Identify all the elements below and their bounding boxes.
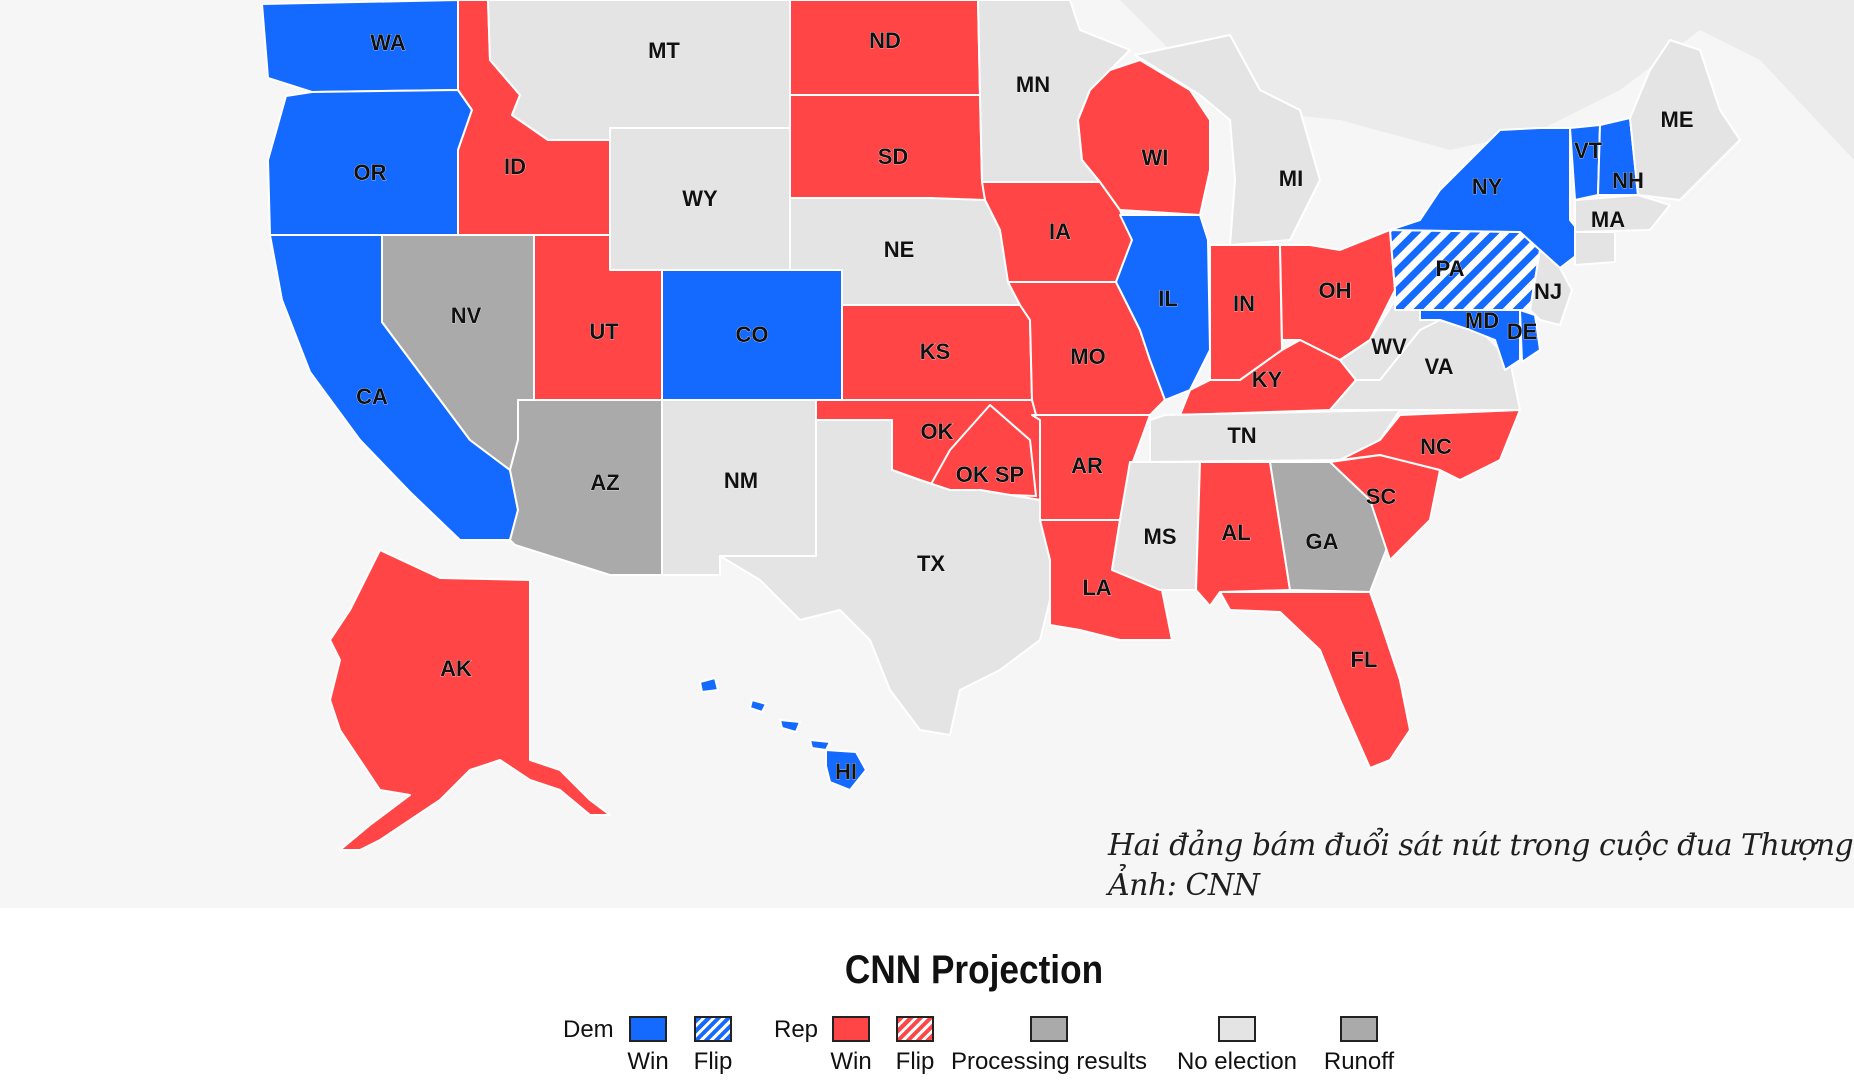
label-ND: ND [869, 28, 901, 53]
label-KS: KS [920, 339, 951, 364]
caption-line-1: Hai đảng bám đuổi sát nút trong cuộc đua… [1108, 828, 1854, 863]
image-caption: Hai đảng bám đuổi sát nút trong cuộc đua… [1108, 826, 1854, 906]
label-MT: MT [648, 38, 680, 63]
legend-label-no-election: No election [1176, 1048, 1298, 1075]
state-CT [1574, 231, 1616, 266]
label-NJ: NJ [1534, 279, 1562, 304]
label-ID: ID [504, 154, 526, 179]
state-WI [1077, 59, 1211, 216]
label-VA: VA [1425, 354, 1454, 379]
label-AR: AR [1071, 453, 1103, 478]
label-IA: IA [1049, 219, 1071, 244]
legend-label-dem-flip: Flip [693, 1048, 733, 1075]
label-MO: MO [1070, 344, 1105, 369]
label-HI: HI [835, 759, 857, 784]
legend-swatch-dem-flip [694, 1016, 732, 1042]
label-CO: CO [736, 322, 769, 347]
legend-swatch-processing [1030, 1016, 1068, 1042]
label-AZ: AZ [590, 470, 619, 495]
label-IL: IL [1158, 286, 1178, 311]
label-MA: MA [1591, 207, 1625, 232]
state-HI [699, 677, 867, 791]
legend-label-rep-flip: Flip [895, 1048, 935, 1075]
label-LA: LA [1082, 575, 1111, 600]
legend-swatch-rep-flip [896, 1016, 934, 1042]
state-ME [1629, 39, 1741, 201]
caption-line-2: Ảnh: CNN [1108, 868, 1260, 903]
label-TX: TX [917, 551, 945, 576]
state-NJ [1529, 249, 1573, 326]
label-NV: NV [451, 303, 482, 328]
state-DE [1519, 309, 1541, 363]
label-AK: AK [440, 656, 472, 681]
label-WI: WI [1142, 145, 1169, 170]
legend-title: CNN Projection [844, 948, 1104, 992]
label-OH: OH [1319, 278, 1352, 303]
label-WV: WV [1371, 334, 1407, 359]
legend-swatch-dem-win [629, 1016, 667, 1042]
state-IL [1115, 214, 1211, 401]
label-NM: NM [724, 468, 758, 493]
label-TN: TN [1227, 423, 1256, 448]
label-WA: WA [370, 30, 406, 55]
label-KY: KY [1252, 367, 1283, 392]
label-AL: AL [1221, 520, 1250, 545]
state-PA [1389, 229, 1541, 311]
state-TX [719, 419, 1051, 736]
legend-label-runoff: Runoff [1323, 1048, 1395, 1075]
label-NC: NC [1420, 434, 1452, 459]
state-WA [261, 0, 459, 93]
label-NE: NE [884, 237, 915, 262]
legend-label-dem-win: Win [627, 1048, 669, 1075]
state-MI [1134, 34, 1321, 246]
legend-swatch-rep-win [832, 1016, 870, 1042]
state-AZ [509, 399, 663, 576]
legend-label-rep-win: Win [830, 1048, 872, 1075]
label-SD: SD [878, 144, 909, 169]
label-UT: UT [589, 319, 619, 344]
state-FL [1219, 591, 1411, 769]
label-OK-SP: OK SP [956, 462, 1024, 487]
label-NH: NH [1612, 168, 1644, 193]
legend-label-processing: Processing results [950, 1048, 1148, 1075]
state-AK [329, 549, 611, 851]
label-MS: MS [1144, 524, 1177, 549]
label-OR: OR [354, 160, 387, 185]
label-IN: IN [1233, 291, 1255, 316]
legend-swatch-no-election [1218, 1016, 1256, 1042]
label-OK: OK [921, 419, 954, 444]
label-CA: CA [356, 384, 388, 409]
state-MA [1574, 194, 1671, 233]
label-SC: SC [1366, 484, 1397, 509]
legend-rep-label: Rep [774, 1016, 819, 1043]
label-MN: MN [1016, 72, 1050, 97]
state-OH [1279, 229, 1396, 361]
label-FL: FL [1351, 647, 1378, 672]
map-area: WA MT ND MN ME OR ID SD WI MI NY VT NH M… [261, 0, 1854, 851]
label-GA: GA [1306, 529, 1339, 554]
label-PA: PA [1436, 256, 1465, 281]
legend-dem-label: Dem [563, 1016, 614, 1043]
label-MD: MD [1465, 308, 1499, 333]
label-MI: MI [1279, 166, 1303, 191]
label-DE: DE [1507, 319, 1538, 344]
label-WY: WY [682, 186, 718, 211]
label-VT: VT [1574, 138, 1603, 163]
us-senate-map: WA MT ND MN ME OR ID SD WI MI NY VT NH M… [261, 0, 1854, 851]
label-NY: NY [1472, 174, 1503, 199]
state-NC [1339, 409, 1521, 481]
label-ME: ME [1661, 107, 1694, 132]
state-MT [487, 0, 791, 141]
legend-swatch-runoff [1340, 1016, 1378, 1042]
